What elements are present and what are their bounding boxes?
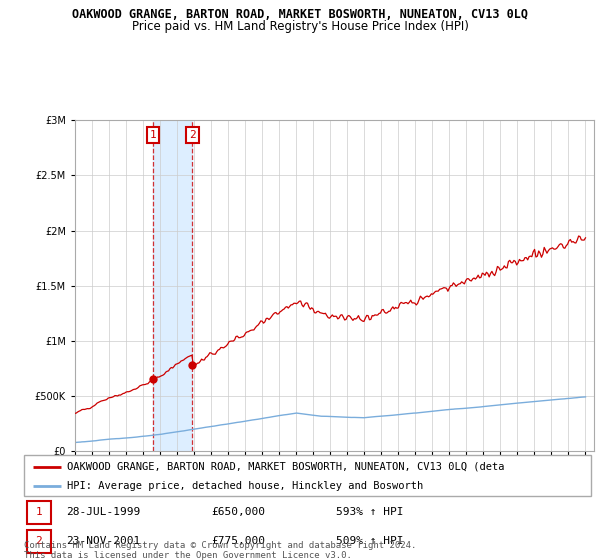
Text: HPI: Average price, detached house, Hinckley and Bosworth: HPI: Average price, detached house, Hinc… (67, 480, 423, 491)
Text: OAKWOOD GRANGE, BARTON ROAD, MARKET BOSWORTH, NUNEATON, CV13 0LQ (deta: OAKWOOD GRANGE, BARTON ROAD, MARKET BOSW… (67, 461, 504, 472)
Text: 593% ↑ HPI: 593% ↑ HPI (336, 507, 403, 517)
Text: 1: 1 (35, 507, 42, 517)
Text: Price paid vs. HM Land Registry's House Price Index (HPI): Price paid vs. HM Land Registry's House … (131, 20, 469, 32)
Bar (27, 530, 50, 553)
Text: 2: 2 (189, 130, 196, 140)
Text: 28-JUL-1999: 28-JUL-1999 (67, 507, 141, 517)
Bar (153, 120, 193, 451)
Text: 2: 2 (35, 536, 42, 547)
Bar (27, 501, 50, 524)
Text: £650,000: £650,000 (211, 507, 265, 517)
Text: 1: 1 (149, 130, 156, 140)
Text: OAKWOOD GRANGE, BARTON ROAD, MARKET BOSWORTH, NUNEATON, CV13 0LQ: OAKWOOD GRANGE, BARTON ROAD, MARKET BOSW… (72, 8, 528, 21)
Text: £775,000: £775,000 (211, 536, 265, 547)
Text: 509% ↑ HPI: 509% ↑ HPI (336, 536, 403, 547)
Text: Contains HM Land Registry data © Crown copyright and database right 2024.
This d: Contains HM Land Registry data © Crown c… (24, 540, 416, 560)
Text: 23-NOV-2001: 23-NOV-2001 (67, 536, 141, 547)
